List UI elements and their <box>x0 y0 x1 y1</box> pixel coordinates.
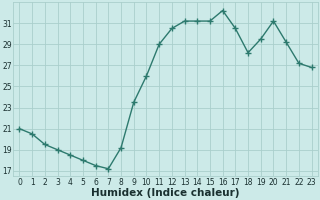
X-axis label: Humidex (Indice chaleur): Humidex (Indice chaleur) <box>91 188 240 198</box>
